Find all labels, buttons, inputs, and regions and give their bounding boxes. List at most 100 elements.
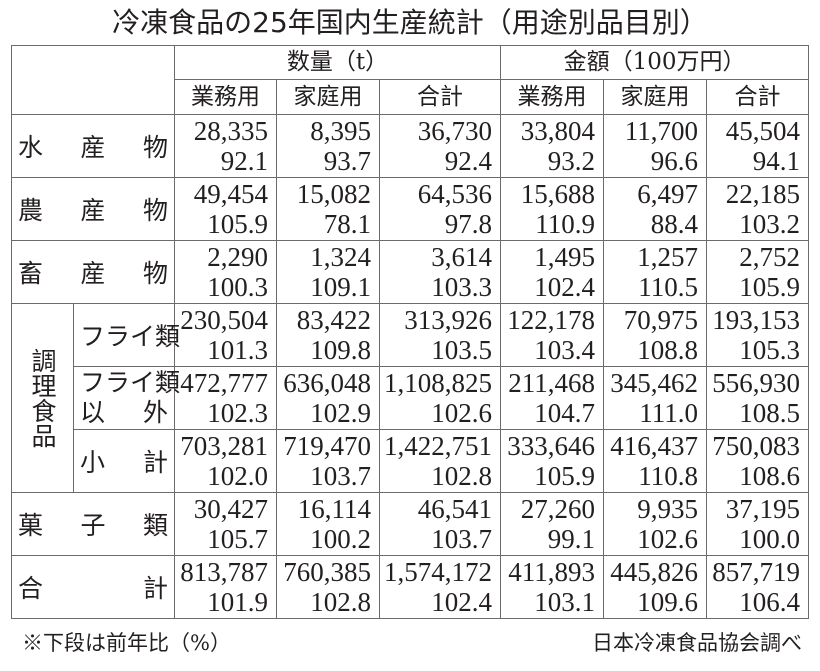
table-row-livestock-products: 畜 産 物 2,290 100.3 1,324 109.1 3,614 103.3 1…: [11, 240, 810, 304]
cell-qty-business: 28,335 92.1: [174, 114, 277, 178]
label-char: イ: [130, 368, 156, 397]
yoy: 99.1: [547, 524, 596, 554]
label-char: 物: [142, 196, 168, 225]
value: 703,281: [180, 431, 268, 461]
yoy: 111.0: [639, 398, 699, 428]
header-corner: [11, 45, 175, 115]
label-char: 水: [18, 133, 44, 162]
cell-amt-household: 6,497 88.4: [603, 177, 708, 241]
row-group-label-prepared-foods: 調理食品: [11, 303, 74, 493]
label-char: 子: [80, 511, 106, 540]
yoy: 108.8: [637, 335, 699, 365]
header-qty-household: 家庭用: [276, 79, 380, 115]
value: 719,470: [283, 431, 371, 461]
value: 15,688: [520, 179, 596, 209]
yoy: 97.8: [444, 209, 493, 239]
cell-qty-business: 703,281 102.0: [174, 429, 277, 493]
cell-qty-total: 1,574,172 102.4: [378, 555, 502, 619]
cell-qty-total: 46,541 103.7: [378, 492, 502, 556]
value: 46,541: [417, 494, 493, 524]
table-row-marine-products: 水 産 物 28,335 92.1 8,395 93.7 36,730 92.4 33…: [11, 114, 810, 178]
cell-amt-household: 345,462 111.0: [603, 366, 708, 430]
yoy: 102.8: [431, 461, 493, 491]
value: 556,930: [712, 368, 801, 398]
cell-amt-household: 70,975 108.8: [603, 303, 708, 367]
cell-qty-business: 813,787 101.9: [174, 555, 277, 619]
label-char: フ: [80, 368, 106, 397]
value: 30,427: [193, 494, 268, 524]
value: 3,614: [431, 242, 493, 272]
cell-qty-total: 313,926 103.5: [378, 303, 502, 367]
yoy: 102.9: [310, 398, 371, 428]
yoy: 102.4: [431, 587, 493, 617]
cell-qty-total: 3,614 103.3: [378, 240, 502, 304]
header-amt-household: 家庭用: [603, 79, 708, 115]
value: 83,422: [296, 305, 371, 335]
production-stats-table: 数量（t） 金額（100万円） 業務用 家庭用 合計 業務用 家庭用 合計 水 …: [11, 45, 810, 619]
value: 1,324: [310, 242, 371, 272]
value: 1,574,172: [384, 557, 493, 587]
label-char: 合: [18, 574, 44, 603]
table-row-prepared-non-fried: フ ラ イ 類 以 外 472,777 102.3 636,048 102.9 1,…: [12, 366, 810, 430]
yoy: 103.7: [310, 461, 371, 491]
value: 16,114: [297, 494, 371, 524]
yoy: 94.1: [752, 146, 801, 176]
yoy: 92.1: [220, 146, 268, 176]
label-char: 畜: [18, 259, 44, 288]
yoy: 106.4: [739, 587, 801, 617]
yoy: 108.6: [739, 461, 801, 491]
header-row-groups: 数量（t） 金額（100万円）: [11, 45, 810, 115]
cell-amt-total: 556,930 108.5: [706, 366, 810, 430]
value: 1,257: [637, 242, 699, 272]
value: 2,752: [739, 242, 801, 272]
yoy: 93.2: [547, 146, 596, 176]
row-label-marine: 水 産 物: [11, 114, 175, 178]
value: 750,083: [712, 431, 801, 461]
value: 27,260: [520, 494, 596, 524]
yoy: 100.3: [207, 272, 268, 302]
footnote-yoy: ※下段は前年比（%）: [22, 631, 231, 655]
cell-qty-household: 8,395 93.7: [276, 114, 380, 178]
cell-qty-business: 230,504 101.3: [174, 303, 277, 367]
yoy: 105.9: [534, 461, 596, 491]
label-char: フ: [80, 322, 106, 351]
table-row-confectionery: 菓 子 類 30,427 105.7 16,114 100.2 46,541 103.…: [11, 492, 810, 556]
cell-amt-business: 33,804 93.2: [500, 114, 605, 178]
yoy: 109.6: [637, 587, 699, 617]
yoy: 103.5: [431, 335, 493, 365]
row-label-confectionery: 菓 子 類: [11, 492, 175, 556]
value: 857,719: [712, 557, 801, 587]
value: 8,395: [310, 116, 371, 146]
value: 28,335: [193, 116, 268, 146]
yoy: 110.8: [638, 461, 699, 491]
yoy: 102.6: [431, 398, 493, 428]
label-char: ラ: [105, 368, 131, 397]
label-char: 産: [80, 196, 106, 225]
row-label-agricultural: 農 産 物: [11, 177, 175, 241]
label-char: 類: [155, 368, 181, 397]
cell-amt-business: 15,688 110.9: [500, 177, 605, 241]
cell-amt-household: 11,700 96.6: [603, 114, 708, 178]
value: 211,468: [508, 368, 596, 398]
row-label-subtotal: 小 計: [73, 429, 175, 493]
value: 445,826: [610, 557, 699, 587]
yoy: 101.3: [207, 335, 268, 365]
cell-amt-total: 193,153 105.3: [706, 303, 810, 367]
cell-amt-business: 411,893 103.1: [500, 555, 605, 619]
cell-amt-total: 857,719 106.4: [706, 555, 810, 619]
header-amt-total: 合計: [706, 79, 810, 115]
cell-qty-household: 719,470 103.7: [276, 429, 380, 493]
table-row-prepared-subtotal: 小 計 703,281 102.0 719,470 103.7 1,422,751 1…: [12, 429, 810, 493]
yoy: 102.4: [534, 272, 596, 302]
yoy: 102.0: [207, 461, 268, 491]
label-char: ラ: [105, 322, 131, 351]
cell-amt-business: 122,178 103.4: [500, 303, 605, 367]
cell-qty-business: 49,454 105.9: [174, 177, 277, 241]
yoy: 102.6: [637, 524, 699, 554]
source-credit: 日本冷凍食品協会調べ: [592, 631, 802, 655]
label-char: 物: [142, 133, 168, 162]
label-char: 産: [80, 259, 106, 288]
cell-qty-business: 472,777 102.3: [174, 366, 277, 430]
cell-qty-total: 1,108,825 102.6: [378, 366, 502, 430]
yoy: 109.8: [310, 335, 371, 365]
